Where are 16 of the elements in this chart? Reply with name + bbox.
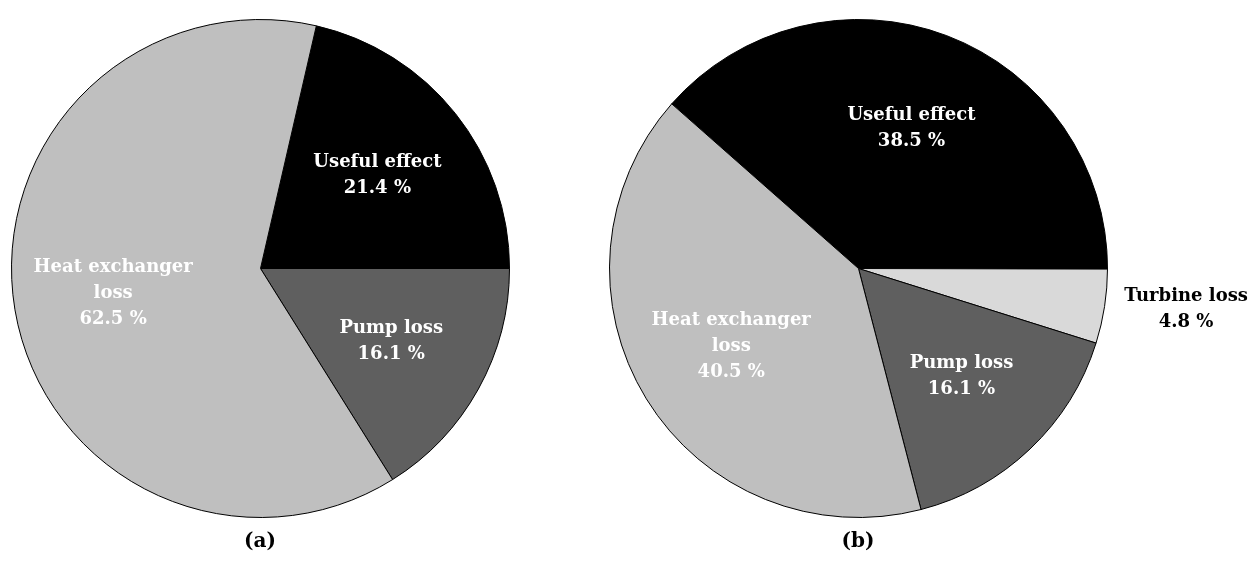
slice-label: Turbine loss — [1124, 284, 1248, 306]
slice-label: Heat exchanger loss — [33, 254, 194, 302]
data-label: 38.5 % — [877, 129, 946, 151]
slice-label: Useful effect — [313, 150, 443, 172]
data-label: 62.5 % — [79, 306, 147, 328]
data-label: 16.1 % — [357, 341, 425, 363]
slice-label: Pump loss — [909, 351, 1014, 373]
data-label: 4.8 % — [1158, 310, 1214, 332]
data-label: 16.1 % — [927, 377, 996, 399]
slice-label: Useful effect — [847, 103, 977, 125]
data-label: 40.5 % — [697, 360, 765, 382]
text: (b) — [840, 528, 876, 552]
data-label: 21.4 % — [343, 176, 411, 198]
slice-label: Pump loss — [339, 315, 444, 337]
text: (a) — [243, 528, 277, 552]
slice-label: Heat exchanger loss — [651, 308, 812, 356]
